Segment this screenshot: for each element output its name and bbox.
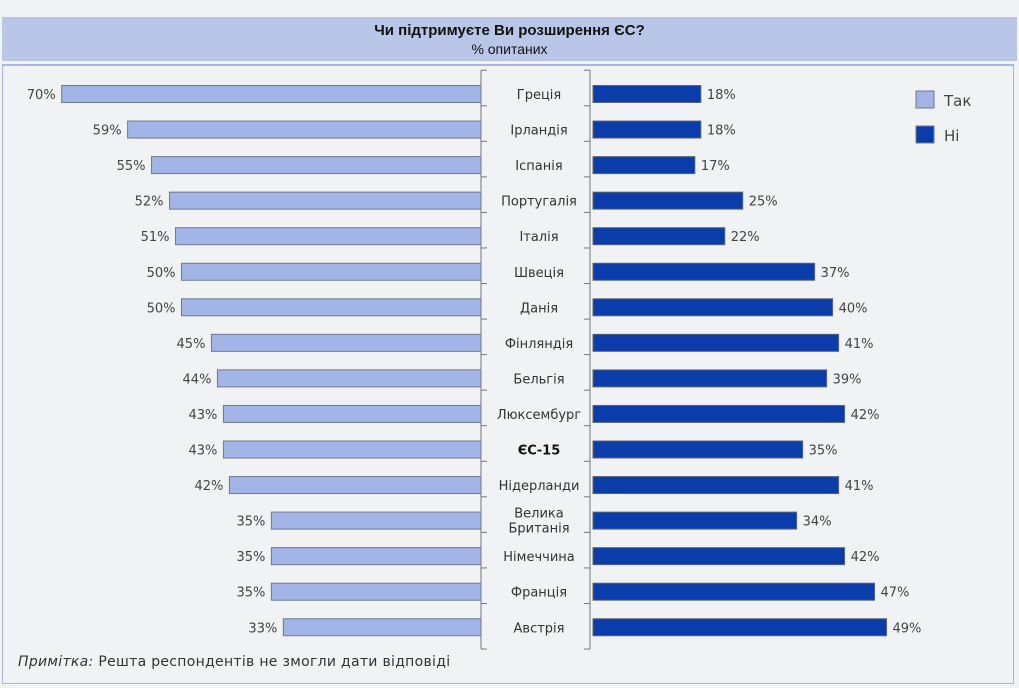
bar-ni xyxy=(592,191,744,210)
bar-tak xyxy=(127,120,482,139)
title-band: Чи підтримуєте Ви розширення ЄС? % опита… xyxy=(2,17,1017,61)
data-label-tak: 35% xyxy=(236,515,265,530)
data-label-tak: 33% xyxy=(248,621,277,636)
footnote: Примітка: Решта респондентів не змогли д… xyxy=(18,654,450,670)
data-label-tak: 50% xyxy=(147,266,176,281)
bar-tak xyxy=(61,85,482,103)
data-label-ni: 35% xyxy=(809,444,838,459)
category-label: Австрія xyxy=(514,621,565,636)
bar-ni xyxy=(592,262,816,281)
bar-tak xyxy=(282,618,482,637)
data-label-tak: 35% xyxy=(236,550,265,565)
category-label: Іспанія xyxy=(515,159,562,174)
legend-label-tak: Так xyxy=(943,92,971,110)
data-label-ni: 41% xyxy=(845,337,874,352)
data-label-tak: 55% xyxy=(117,159,146,174)
data-label-tak: 59% xyxy=(93,124,122,139)
category-label: Португалія xyxy=(501,195,577,210)
bar-tak xyxy=(228,476,482,495)
bar-tak xyxy=(216,369,482,388)
data-label-ni: 17% xyxy=(701,159,730,174)
data-label-ni: 18% xyxy=(707,124,736,139)
data-label-ni: 49% xyxy=(893,621,922,636)
bar-tak xyxy=(270,511,482,530)
category-label: Британія xyxy=(508,522,569,537)
data-label-ni: 40% xyxy=(839,301,868,316)
footnote-label: Примітка: xyxy=(18,654,94,670)
bar-ni xyxy=(592,547,846,566)
category-label: Італія xyxy=(519,230,558,245)
data-label-ni: 18% xyxy=(707,88,736,103)
chart-title: Чи підтримуєте Ви розширення ЄС? xyxy=(374,22,645,39)
bar-tak xyxy=(270,547,482,566)
category-label: Франція xyxy=(511,586,567,601)
bar-ni xyxy=(592,511,798,530)
data-label-ni: 37% xyxy=(821,266,850,281)
bar-tak xyxy=(175,227,482,246)
legend-swatch-tak xyxy=(915,90,935,109)
chart-frame xyxy=(2,64,1014,684)
bar-ni xyxy=(592,369,828,388)
bar-tak xyxy=(222,404,482,423)
category-label: Німеччина xyxy=(503,550,574,565)
category-label: Греція xyxy=(517,88,561,103)
category-label: Велика xyxy=(514,507,564,522)
data-label-ni: 25% xyxy=(749,195,778,210)
footnote-text: Решта респондентів не змогли дати відпов… xyxy=(98,654,451,670)
data-label-tak: 50% xyxy=(147,301,176,316)
data-label-tak: 70% xyxy=(27,88,56,103)
data-label-tak: 35% xyxy=(236,586,265,601)
bar-ni xyxy=(592,404,846,423)
data-label-ni: 22% xyxy=(731,230,760,245)
bar-ni xyxy=(592,333,840,352)
data-label-tak: 42% xyxy=(195,479,224,494)
bar-tak xyxy=(210,333,482,352)
category-label: Бельгія xyxy=(513,372,564,387)
bar-tak xyxy=(181,262,482,281)
data-label-tak: 43% xyxy=(189,408,218,423)
data-label-ni: 42% xyxy=(851,408,880,423)
data-label-ni: 34% xyxy=(803,515,832,530)
bar-tak xyxy=(169,191,482,210)
chart-subtitle: % опитаних xyxy=(471,41,548,57)
data-label-ni: 39% xyxy=(833,372,862,387)
category-label: ЄС-15 xyxy=(518,444,561,459)
data-label-tak: 43% xyxy=(189,444,218,459)
data-label-tak: 45% xyxy=(177,337,206,352)
bar-tak xyxy=(181,298,482,317)
category-label: Швеція xyxy=(514,266,564,281)
data-label-tak: 51% xyxy=(141,230,170,245)
bar-ni xyxy=(592,476,840,495)
bar-tak xyxy=(222,440,482,459)
bar-ni xyxy=(592,156,696,175)
data-label-tak: 52% xyxy=(135,195,164,210)
bar-ni xyxy=(592,582,876,601)
data-label-tak: 44% xyxy=(183,372,212,387)
bar-tak xyxy=(270,582,482,601)
legend-label-ni: Ні xyxy=(944,127,959,145)
legend-swatch-ni xyxy=(915,125,935,144)
category-label: Ірландія xyxy=(510,124,567,139)
bar-ni xyxy=(592,618,888,637)
bar-ni xyxy=(592,85,702,103)
bar-ni xyxy=(592,440,804,459)
category-label: Данія xyxy=(520,301,558,316)
bar-tak xyxy=(151,156,482,175)
bar-ni xyxy=(592,298,834,317)
data-label-ni: 41% xyxy=(845,479,874,494)
bar-ni xyxy=(592,120,702,139)
category-label: Фінляндія xyxy=(505,337,573,352)
category-label: Нідерланди xyxy=(499,479,580,494)
data-label-ni: 42% xyxy=(851,550,880,565)
data-label-ni: 47% xyxy=(881,586,910,601)
bar-ni xyxy=(592,227,726,246)
category-label: Люксембург xyxy=(497,408,581,423)
